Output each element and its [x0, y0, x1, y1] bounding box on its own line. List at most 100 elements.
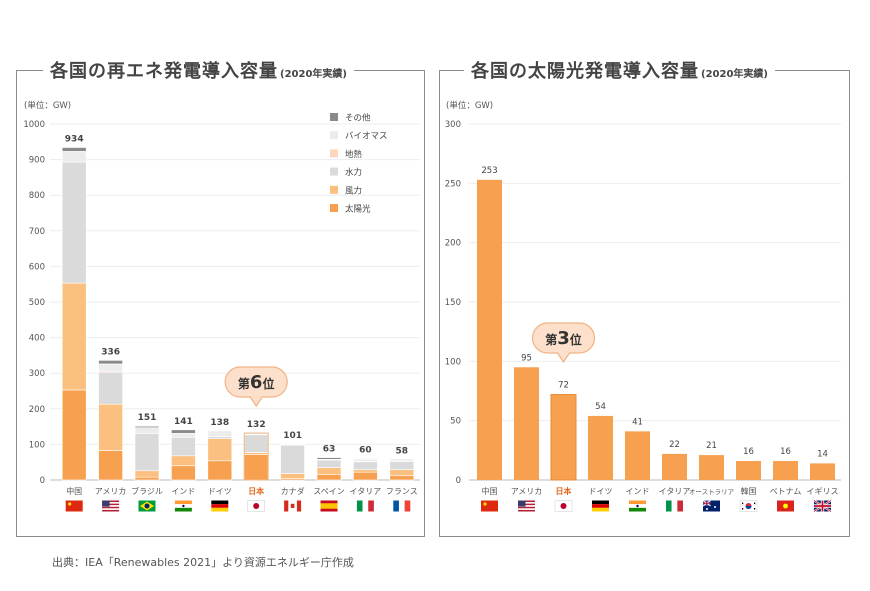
flag-part	[211, 507, 229, 512]
flag-border	[554, 500, 573, 512]
china-flag-icon	[65, 500, 83, 512]
bar-total-label: 58	[396, 446, 409, 456]
category-label: ドイツ	[208, 487, 232, 496]
uk-flag-icon	[813, 499, 832, 513]
india-flag-icon	[174, 500, 192, 512]
bar-segment-other	[134, 425, 160, 428]
rank-badge-suffix: 位	[570, 332, 582, 347]
canada-flag-icon	[284, 500, 302, 512]
flag-part	[592, 500, 609, 505]
brazil-flag-icon	[138, 500, 156, 512]
bar-total-label: 151	[138, 413, 157, 423]
flag-stripe	[102, 503, 120, 506]
flag-disc	[560, 503, 567, 509]
korea-flag-icon	[739, 500, 758, 512]
bar-segment-hydro	[207, 436, 233, 440]
bar-segment-wind	[98, 403, 123, 451]
bar-value-label: 22	[669, 440, 680, 450]
bar-value-label: 41	[632, 417, 643, 427]
category-label: アメリカ	[95, 487, 127, 496]
flag-stripe	[518, 508, 535, 510]
y-tick-label: 300	[29, 369, 45, 379]
legend-label: 風力	[345, 185, 362, 196]
bar-value-label: 253	[481, 166, 497, 176]
bar-segment-solar	[98, 450, 123, 481]
flag-part	[174, 500, 192, 505]
flag-part	[821, 500, 824, 512]
category-label: インド	[626, 487, 650, 496]
bar-segment-solar	[316, 474, 342, 481]
bar-segment-hydro	[316, 459, 342, 468]
source-note: 出典：IEA「Renewables 2021」より資源エネルギー庁作成	[52, 556, 354, 569]
vietnam-flag-icon	[777, 500, 794, 512]
bar-segment-wind	[61, 282, 87, 391]
bar-segment-hydro	[61, 161, 87, 284]
y-axis-unit-label: (単位：GW)	[24, 100, 71, 111]
y-tick-label: 0	[456, 476, 461, 486]
category-label: アメリカ	[511, 487, 543, 496]
bar-total-label: 336	[101, 347, 120, 357]
flag-part	[398, 500, 405, 512]
flag-part	[629, 507, 646, 512]
rank-badge-number: 6	[250, 372, 263, 393]
legend-label: バイオマス	[345, 132, 388, 142]
bar-segment-other	[61, 147, 87, 152]
usa-flag-icon	[102, 500, 120, 512]
y-tick-label: 100	[29, 440, 45, 450]
category-label: 中国	[66, 486, 82, 496]
flag-wheel	[182, 504, 185, 508]
flag-part	[65, 500, 83, 512]
category-label: イタリア	[350, 487, 382, 496]
australia-flag-icon	[702, 500, 720, 512]
bar-segment-solar	[243, 454, 269, 481]
japan-flag-icon	[554, 500, 573, 512]
legend-label: 地熱	[345, 149, 363, 160]
y-tick-label: 700	[29, 227, 45, 237]
bar-segment-hydro	[243, 434, 269, 453]
highlight-outline	[550, 394, 577, 481]
flag-part	[703, 500, 720, 512]
italy-flag-icon	[356, 500, 374, 512]
category-label: インド	[171, 487, 195, 496]
y-tick-label: 900	[29, 156, 45, 166]
flag-stripe	[102, 509, 120, 512]
flag-part	[211, 500, 229, 505]
bar-value-label: 16	[780, 447, 791, 457]
bar-segment-wind	[353, 469, 378, 473]
bar-segment-solar	[171, 465, 196, 481]
bar	[514, 367, 539, 480]
bar-segment-biomass	[171, 433, 196, 438]
bar	[662, 453, 687, 480]
bar	[699, 455, 724, 480]
flag-part	[592, 504, 609, 508]
bar-segment-other	[171, 429, 196, 434]
highlight-outline	[243, 432, 269, 481]
bar-value-label: 54	[595, 402, 606, 412]
flag-border	[247, 500, 265, 512]
flag-part	[320, 503, 338, 509]
legend-swatch-hydro	[330, 167, 338, 176]
india-flag-icon	[629, 500, 646, 512]
flag-part	[481, 500, 498, 512]
y-tick-label: 50	[450, 417, 461, 427]
bar-segment-hydro	[98, 371, 123, 405]
y-tick-label: 250	[445, 179, 461, 189]
bar-segment-solar	[207, 460, 233, 481]
flag-part	[393, 500, 399, 512]
bar-value-label: 72	[558, 381, 569, 391]
bar-segment-biomass	[207, 431, 233, 437]
bar-segment-biomass	[353, 459, 378, 462]
flag-part	[284, 500, 289, 512]
bar-value-label: 21	[706, 441, 717, 451]
bar-segment-wind	[280, 473, 305, 479]
flag-part	[356, 500, 363, 512]
y-tick-label: 800	[29, 191, 45, 201]
rank-badge: 第3位	[531, 322, 596, 364]
flag-stripe	[102, 502, 120, 504]
flag-star	[68, 502, 72, 506]
category-label: カナダ	[281, 486, 305, 496]
flag-part	[368, 500, 374, 512]
chart-title: 各国の太陽光発電導入容量 (2020年実績)	[464, 57, 775, 83]
legend-swatch-biomass	[330, 131, 338, 140]
